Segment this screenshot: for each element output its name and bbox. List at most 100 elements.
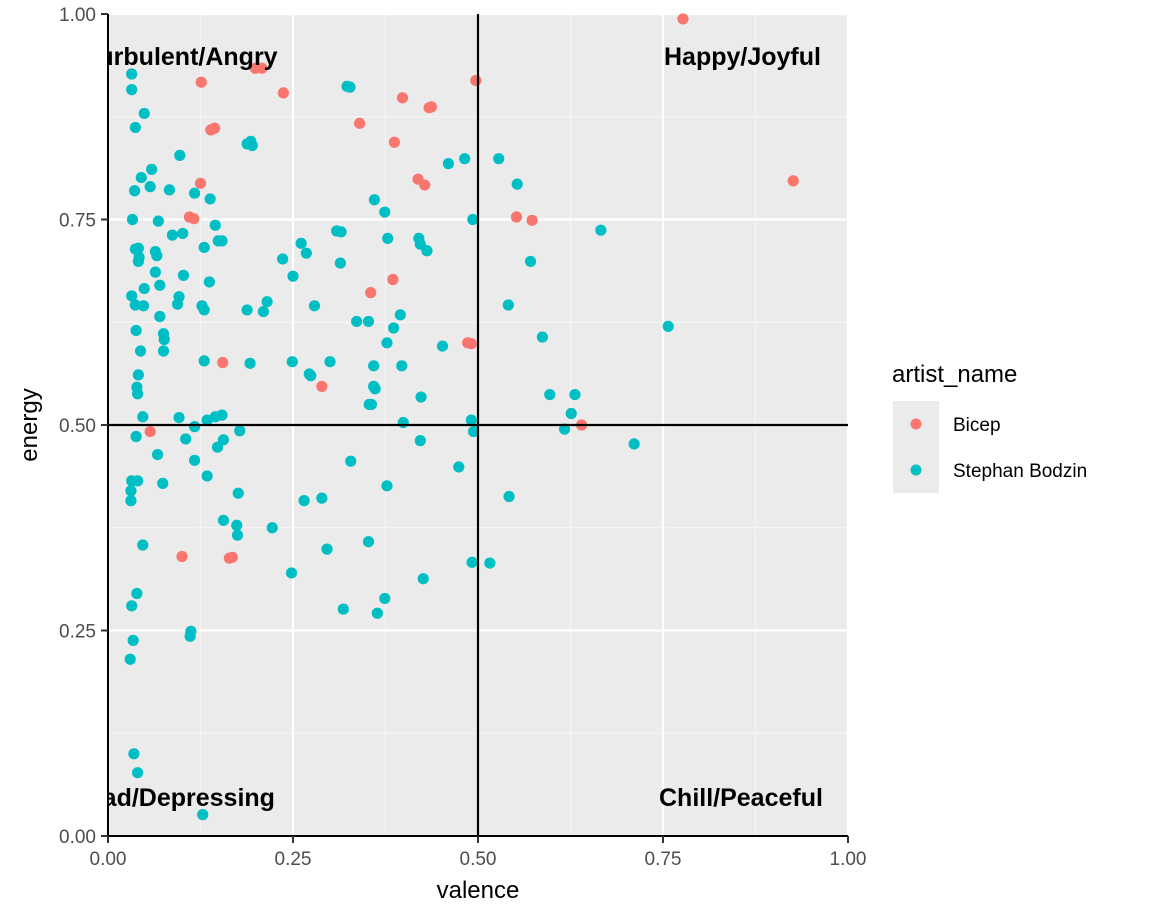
point-stephan-bodzin	[149, 266, 161, 278]
point-stephan-bodzin	[135, 171, 147, 184]
point-stephan-bodzin	[234, 425, 246, 437]
point-stephan-bodzin	[177, 269, 190, 281]
point-stephan-bodzin	[369, 383, 381, 395]
point-stephan-bodzin	[177, 227, 189, 240]
x-tick-label: 0.50	[460, 849, 497, 870]
point-stephan-bodzin	[511, 178, 523, 190]
point-bicep	[387, 273, 399, 286]
legend: artist_name Bicep Stephan Bodzin	[892, 361, 1087, 493]
point-bicep	[510, 211, 523, 223]
point-stephan-bodzin	[137, 411, 149, 423]
point-stephan-bodzin	[484, 557, 496, 569]
point-stephan-bodzin	[558, 423, 571, 435]
point-stephan-bodzin	[204, 193, 216, 205]
x-tick-label: 0.00	[90, 849, 127, 870]
point-stephan-bodzin	[382, 232, 394, 245]
x-tick-label: 0.75	[645, 849, 682, 870]
point-stephan-bodzin	[184, 630, 196, 642]
point-stephan-bodzin	[397, 416, 409, 429]
point-stephan-bodzin	[344, 81, 356, 93]
point-stephan-bodzin	[379, 206, 391, 218]
x-tick-label: 1.00	[830, 849, 867, 870]
point-stephan-bodzin	[371, 607, 383, 619]
point-stephan-bodzin	[124, 653, 136, 665]
point-bicep	[465, 338, 477, 350]
point-stephan-bodzin	[544, 388, 556, 401]
y-tick-label: 0.50	[59, 416, 96, 437]
point-stephan-bodzin	[417, 573, 429, 585]
point-stephan-bodzin	[129, 121, 141, 134]
point-stephan-bodzin	[453, 461, 465, 473]
point-stephan-bodzin	[442, 158, 454, 170]
point-stephan-bodzin	[628, 438, 640, 450]
point-stephan-bodzin	[467, 213, 479, 226]
quadrant-label-happy-joyful: Happy/Joyful	[664, 43, 821, 71]
point-bicep	[195, 76, 207, 88]
point-stephan-bodzin	[362, 536, 375, 548]
legend-title: artist_name	[892, 361, 1017, 388]
point-stephan-bodzin	[300, 247, 312, 259]
point-bicep	[787, 175, 799, 187]
point-bicep	[354, 117, 366, 129]
point-stephan-bodzin	[231, 529, 244, 541]
point-bicep	[526, 214, 538, 226]
point-stephan-bodzin	[362, 315, 375, 328]
legend-marker-bicep	[910, 418, 922, 430]
point-stephan-bodzin	[152, 215, 164, 227]
point-stephan-bodzin	[132, 242, 144, 254]
point-stephan-bodzin	[151, 448, 164, 461]
point-stephan-bodzin	[126, 213, 139, 226]
x-tick-label: 0.25	[275, 849, 312, 870]
point-stephan-bodzin	[132, 767, 144, 779]
point-bicep	[176, 550, 188, 563]
point-stephan-bodzin	[174, 149, 186, 161]
point-stephan-bodzin	[132, 255, 144, 268]
point-stephan-bodzin	[180, 433, 192, 445]
point-stephan-bodzin	[130, 430, 142, 443]
point-stephan-bodzin	[595, 224, 607, 236]
point-stephan-bodzin	[188, 421, 201, 433]
point-stephan-bodzin	[166, 229, 178, 241]
point-stephan-bodzin	[216, 409, 228, 421]
point-stephan-bodzin	[126, 600, 138, 612]
point-stephan-bodzin	[285, 567, 298, 579]
point-stephan-bodzin	[198, 304, 210, 316]
point-stephan-bodzin	[388, 322, 400, 334]
point-stephan-bodzin	[257, 305, 269, 318]
point-stephan-bodzin	[286, 356, 298, 368]
point-stephan-bodzin	[138, 282, 150, 295]
legend-label-bicep: Bicep	[953, 415, 1001, 436]
point-stephan-bodzin	[524, 255, 537, 268]
point-stephan-bodzin	[536, 331, 548, 343]
point-stephan-bodzin	[173, 412, 185, 424]
y-tick-label: 0.25	[59, 622, 96, 643]
point-bicep	[365, 287, 377, 299]
point-stephan-bodzin	[128, 748, 140, 760]
legend-marker-stephan-bodzin	[910, 464, 922, 476]
point-stephan-bodzin	[137, 300, 150, 312]
point-stephan-bodzin	[421, 245, 433, 257]
data-points	[124, 13, 799, 821]
point-stephan-bodzin	[321, 543, 333, 555]
axes: 0.00 0.25 0.50 0.75 1.00 0.00 0.25 0.50 0.75 1.00	[59, 5, 866, 870]
point-stephan-bodzin	[345, 455, 357, 467]
point-stephan-bodzin	[324, 356, 336, 368]
point-stephan-bodzin	[171, 298, 184, 310]
point-stephan-bodzin	[316, 492, 328, 504]
point-stephan-bodzin	[351, 315, 363, 328]
point-stephan-bodzin	[126, 68, 138, 80]
point-stephan-bodzin	[203, 276, 215, 288]
point-bicep	[419, 179, 431, 191]
point-stephan-bodzin	[137, 539, 149, 551]
x-axis-title: valence	[437, 877, 520, 904]
point-bicep	[217, 356, 229, 369]
point-stephan-bodzin	[379, 592, 391, 605]
point-stephan-bodzin	[414, 435, 426, 447]
point-stephan-bodzin	[154, 310, 166, 323]
point-stephan-bodzin	[305, 370, 317, 382]
point-stephan-bodzin	[266, 522, 278, 534]
point-stephan-bodzin	[298, 495, 310, 507]
point-stephan-bodzin	[144, 181, 156, 193]
y-tick-label: 0.00	[59, 827, 96, 848]
point-bicep	[144, 425, 156, 438]
